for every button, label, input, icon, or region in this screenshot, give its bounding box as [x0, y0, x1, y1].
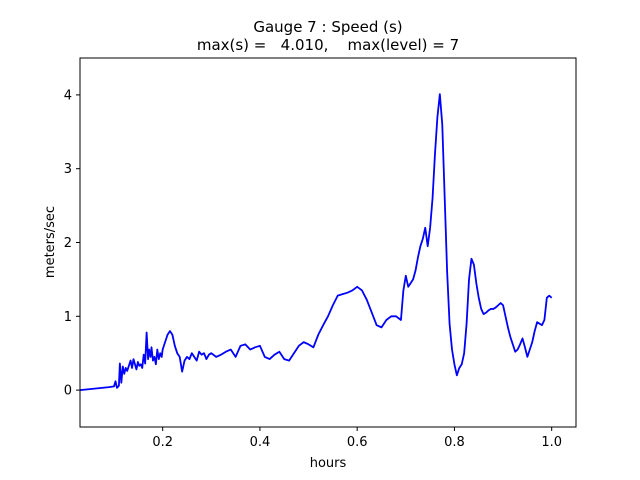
y-tick-label: 3 — [64, 162, 72, 177]
x-tick-label: 0.6 — [347, 435, 368, 450]
y-tick-label: 1 — [64, 310, 72, 325]
y-tick-label: 0 — [64, 384, 72, 399]
speed-series-line — [79, 93, 553, 391]
x-tick-label: 0.8 — [444, 435, 465, 450]
y-axis-label: meters/sec — [43, 206, 58, 278]
y-axis-ticks: 0 1 2 3 4 — [64, 88, 80, 399]
chart-title-line1: Gauge 7 : Speed (s) — [253, 18, 402, 36]
x-tick-label: 0.2 — [152, 435, 173, 450]
chart-title-line2: max(s) = 4.010, max(level) = 7 — [197, 36, 459, 54]
y-tick-label: 4 — [64, 88, 72, 103]
plot-area — [79, 93, 553, 391]
x-axis-ticks: 0.2 0.4 0.6 0.8 1.0 — [152, 427, 562, 450]
x-tick-label: 1.0 — [541, 435, 562, 450]
x-tick-label: 0.4 — [250, 435, 271, 450]
x-axis-label: hours — [310, 456, 347, 471]
y-tick-label: 2 — [64, 236, 72, 251]
